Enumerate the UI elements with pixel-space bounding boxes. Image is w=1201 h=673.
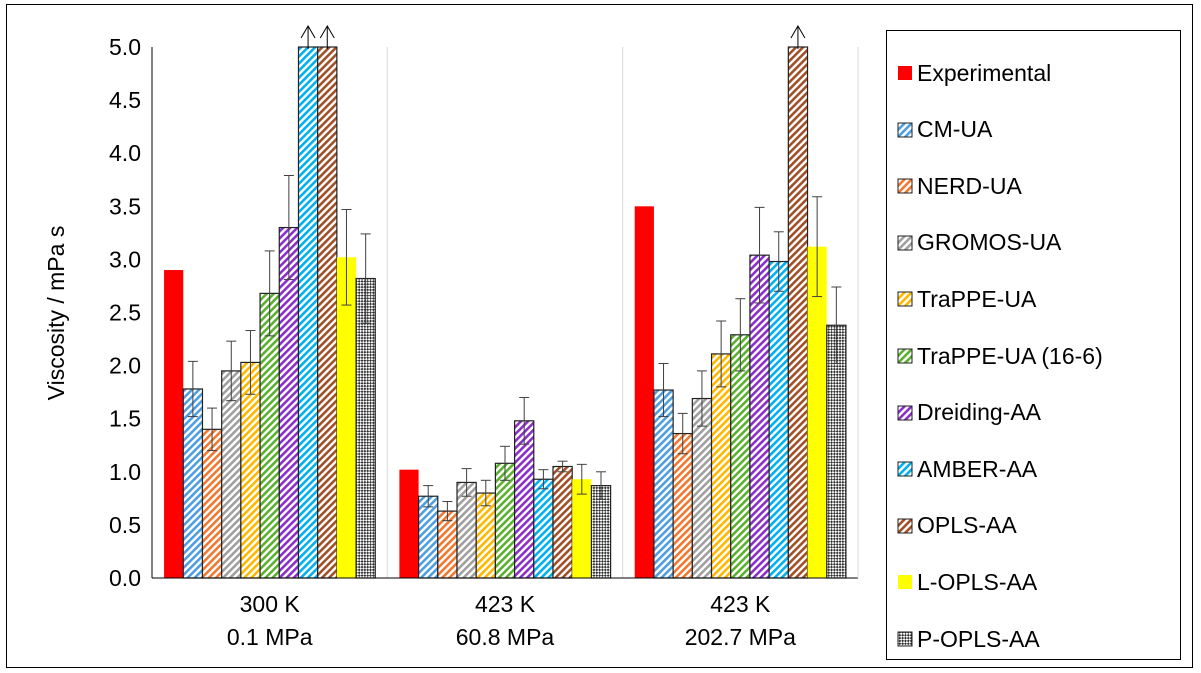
legend-label: L-OPLS-AA <box>917 568 1038 595</box>
legend-item: OPLS-AA <box>897 512 1017 540</box>
x-category-labels: 300 K 0.1 MPa 423 K 60.8 MPa 423 K 202.7 MPa <box>227 591 796 650</box>
y-tick-label: 2.0 <box>109 353 141 379</box>
legend-swatch <box>897 122 913 138</box>
category-label-line2: 202.7 MPa <box>685 624 796 650</box>
legend-swatch <box>897 405 913 421</box>
y-tick-label: 2.5 <box>109 300 141 326</box>
category-separators <box>386 47 624 578</box>
bars-group <box>164 46 847 579</box>
legend-item: GROMOS-UA <box>897 229 1061 257</box>
legend-swatch <box>897 235 913 251</box>
legend-label: NERD-UA <box>917 172 1022 199</box>
bar-amber-aa-0 <box>297 46 319 579</box>
bar-gromos-ua-0 <box>221 370 242 579</box>
bar-amber-aa-2 <box>768 260 789 579</box>
category-label-line1: 423 K <box>475 591 536 617</box>
legend-label: TraPPE-UA (16-6) <box>917 342 1103 369</box>
legend-item: P-OPLS-AA <box>897 625 1040 653</box>
legend-item: Dreiding-AA <box>897 399 1041 427</box>
bar-amber-aa-1 <box>533 478 554 579</box>
legend-item: AMBER-AA <box>897 455 1037 483</box>
legend-label: P-OPLS-AA <box>917 625 1040 652</box>
legend-label: GROMOS-UA <box>917 229 1062 256</box>
category-label-line2: 60.8 MPa <box>456 624 555 650</box>
overflow-arrow-icon <box>300 25 316 49</box>
bar-cm-ua-1 <box>418 495 439 579</box>
legend-label: AMBER-AA <box>917 455 1038 482</box>
legend-swatch <box>898 575 912 590</box>
legend-item: TraPPE-UA <box>897 285 1036 313</box>
bar-l-opls-aa-1 <box>572 479 592 578</box>
bar-gromos-ua-1 <box>456 481 477 579</box>
y-tick-label: 0.5 <box>109 512 141 538</box>
overflow-arrows-group <box>300 25 806 49</box>
bar-dreiding-aa-2 <box>749 254 770 579</box>
bar-nerd-ua-2 <box>672 432 693 579</box>
legend-swatch <box>897 461 913 477</box>
legend-item: CM-UA <box>897 116 992 144</box>
y-tick-label: 1.0 <box>109 459 141 485</box>
legend-swatch <box>897 348 913 364</box>
category-label-line2: 0.1 MPa <box>227 624 313 650</box>
legend: Experimental CM-UA NERD-UA GROMOS-UA TraPPE-… <box>886 30 1181 660</box>
bar-opls-aa-2 <box>787 46 809 579</box>
bar-experimental-2 <box>634 206 654 579</box>
bar-trappe-ua-2 <box>710 353 732 579</box>
y-tick-labels: 0.0 0.5 1.0 1.5 2.0 2.5 3.0 3.5 4.0 4.5 5.0 <box>109 34 141 591</box>
y-tick-label: 0.0 <box>109 565 141 591</box>
error-bars-group <box>187 175 842 522</box>
legend-swatch <box>897 631 913 647</box>
bar-nerd-ua-0 <box>201 428 223 579</box>
legend-label: Experimental <box>917 59 1052 86</box>
bar-dreiding-aa-0 <box>278 226 300 579</box>
legend-label: CM-UA <box>917 116 993 143</box>
legend-swatch <box>897 178 913 194</box>
legend-swatch <box>898 66 912 80</box>
legend-item: L-OPLS-AA <box>897 568 1037 596</box>
legend-label: OPLS-AA <box>917 512 1017 539</box>
legend-swatch <box>897 518 913 534</box>
bar-opls-aa-1 <box>552 465 573 579</box>
y-tick-label: 4.0 <box>109 140 141 166</box>
bar-l-opls-aa-2 <box>807 246 827 578</box>
legend-label: TraPPE-UA <box>917 285 1037 312</box>
overflow-arrow-icon <box>790 25 806 49</box>
legend-item: NERD-UA <box>897 172 1022 200</box>
bar-opls-aa-0 <box>317 46 338 579</box>
y-tick-label: 5.0 <box>109 34 141 60</box>
legend-item: Experimental <box>897 59 1051 87</box>
y-tick-label: 3.0 <box>109 246 141 272</box>
y-tick-label: 4.5 <box>109 87 141 113</box>
y-tick-label: 1.5 <box>109 406 141 432</box>
legend-label: Dreiding-AA <box>917 399 1041 426</box>
bar-experimental-0 <box>164 270 184 578</box>
bar-experimental-1 <box>399 469 419 578</box>
bar-l-opls-aa-0 <box>336 257 357 578</box>
bar-cm-ua-2 <box>653 389 674 579</box>
y-tick-label: 3.5 <box>109 193 141 219</box>
category-label-line1: 423 K <box>710 591 771 617</box>
axes-group <box>151 47 859 579</box>
category-label-line1: 300 K <box>240 591 301 617</box>
bar-cm-ua-0 <box>182 388 204 579</box>
legend-item: TraPPE-UA (16-6) <box>897 342 1103 370</box>
y-axis-label: Viscosity / mPa s <box>43 226 69 401</box>
legend-swatch <box>897 291 913 307</box>
overflow-arrow-icon <box>319 25 335 49</box>
